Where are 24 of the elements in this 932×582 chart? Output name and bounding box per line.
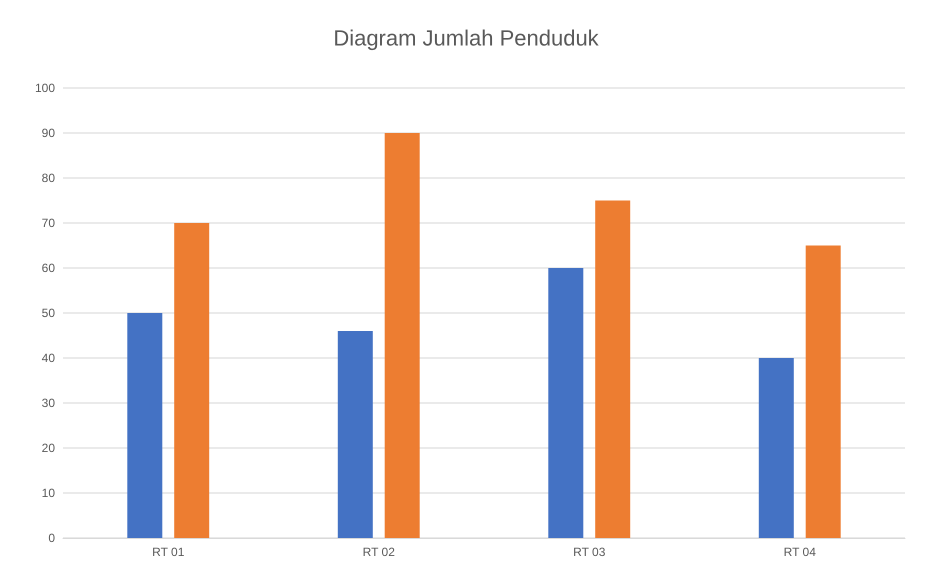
bar: [548, 268, 584, 538]
chart-title: Diagram Jumlah Penduduk: [333, 26, 600, 50]
bar: [127, 313, 162, 538]
x-tick-label: RT 04: [784, 545, 816, 559]
y-tick-label: 40: [42, 351, 56, 365]
bar: [595, 200, 630, 538]
y-tick-label: 30: [42, 396, 56, 410]
x-tick-label: RT 03: [573, 545, 606, 559]
y-tick-label: 100: [34, 81, 56, 95]
y-tick-label: 90: [42, 126, 56, 140]
x-tick-label: RT 02: [362, 545, 396, 559]
bar: [384, 133, 420, 538]
bar: [806, 246, 841, 538]
y-tick-label: 10: [42, 486, 56, 500]
x-tick-label: RT 01: [152, 545, 185, 559]
y-tick-label: 50: [42, 306, 56, 320]
bar: [174, 223, 210, 538]
y-tick-label: 70: [42, 216, 56, 230]
bar: [338, 331, 373, 538]
bar: [758, 358, 794, 538]
y-tick-label: 0: [48, 531, 56, 545]
y-tick-label: 60: [42, 261, 56, 275]
y-tick-label: 80: [42, 171, 56, 185]
y-tick-label: 20: [42, 441, 56, 455]
